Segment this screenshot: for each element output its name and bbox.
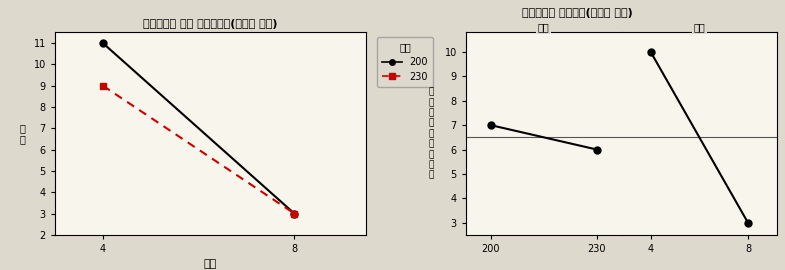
Legend: 200, 230: 200, 230 [378, 37, 433, 87]
Y-axis label: 함
량
의
추
정
된
평
균
수: 함 량 의 추 정 된 평 균 수 [428, 87, 433, 180]
Text: 수분함량의 주효과도(데이터 평균): 수분함량의 주효과도(데이터 평균) [521, 8, 633, 18]
Y-axis label: 함
량: 함 량 [20, 123, 25, 144]
Text: 시간: 시간 [693, 22, 705, 32]
X-axis label: 시간: 시간 [204, 259, 217, 269]
Title: 수분함량에 대한 상호효과도(데이터 평균): 수분함량에 대한 상호효과도(데이터 평균) [144, 19, 278, 29]
Text: 온도: 온도 [538, 22, 550, 32]
